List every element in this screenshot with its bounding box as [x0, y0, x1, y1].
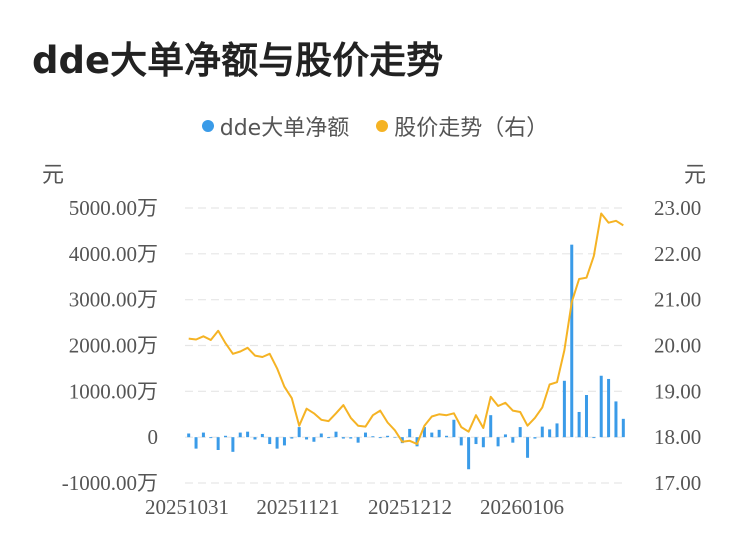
bar — [201, 432, 205, 438]
bar — [341, 437, 345, 439]
bar — [231, 437, 235, 452]
legend-dot-line — [376, 120, 389, 132]
bar — [621, 418, 625, 438]
bar — [518, 427, 522, 438]
y-tick-left: 2000.00万 — [69, 334, 158, 358]
bar — [290, 437, 294, 439]
bar — [570, 244, 574, 438]
y-tick-right: 23.00 — [654, 196, 701, 220]
bar — [275, 437, 279, 449]
bar — [430, 432, 434, 438]
bar — [253, 437, 257, 440]
bar — [592, 437, 596, 439]
legend-label-dde: dde大单净额 — [219, 116, 350, 141]
y-tick-right: 19.00 — [654, 379, 701, 403]
bar — [437, 429, 441, 438]
bar — [496, 437, 500, 447]
bar — [422, 427, 426, 438]
y-tick-left: 5000.00万 — [69, 196, 158, 220]
bar — [297, 427, 301, 438]
bar — [363, 432, 367, 438]
bar — [305, 437, 309, 440]
bar — [194, 437, 198, 449]
bar — [268, 437, 272, 445]
y-tick-right: 22.00 — [654, 242, 701, 266]
bar — [327, 437, 331, 439]
bar — [489, 415, 493, 438]
bar — [246, 431, 250, 438]
bar — [481, 437, 485, 448]
bar — [386, 435, 390, 438]
chart-title: dde大单净额与股价走势 — [32, 39, 444, 82]
legend: dde大单净额 股价走势（右） — [0, 110, 750, 142]
bar — [577, 411, 581, 438]
bar — [526, 437, 530, 458]
bar — [599, 375, 603, 438]
y-tick-left: -1000.00万 — [62, 471, 158, 495]
x-tick: 20251212 — [368, 495, 452, 519]
y-tick-left: 3000.00万 — [69, 288, 158, 312]
bar — [319, 433, 323, 438]
y-tick-right: 20.00 — [654, 334, 701, 358]
x-tick: 20251121 — [256, 495, 339, 519]
bar — [371, 436, 375, 438]
legend-item-price[interactable]: 股价走势（右） — [376, 110, 548, 142]
bar — [187, 433, 191, 438]
legend-dot-bar — [201, 120, 214, 132]
bar — [312, 437, 316, 442]
bar — [584, 395, 588, 438]
price-line — [188, 212, 624, 445]
bar — [459, 437, 463, 446]
right-axis-unit: 元 — [684, 163, 707, 188]
bar — [216, 437, 220, 450]
y-tick-right: 21.00 — [654, 288, 701, 312]
bar — [349, 437, 353, 439]
bar — [334, 431, 338, 438]
y-tick-left: 1000.00万 — [69, 379, 158, 403]
bar — [452, 419, 456, 438]
bar — [356, 437, 360, 443]
bar — [408, 428, 412, 438]
bar — [533, 437, 537, 439]
bar — [555, 423, 559, 438]
bar — [209, 437, 213, 439]
bar — [378, 437, 382, 439]
bar — [511, 437, 515, 443]
bar — [503, 434, 507, 438]
y-tick-left: 0 — [148, 425, 159, 449]
bar — [548, 429, 552, 438]
legend-item-dde[interactable]: dde大单净额 — [201, 110, 350, 142]
bar — [224, 435, 228, 438]
bar — [282, 437, 286, 446]
bar — [614, 401, 618, 438]
bar — [562, 380, 566, 438]
y-tick-right: 17.00 — [654, 471, 701, 495]
legend-label-price: 股价走势（右） — [394, 116, 549, 141]
bar — [393, 437, 397, 438]
y-tick-right: 18.00 — [654, 425, 701, 449]
bar — [260, 433, 264, 438]
bar — [607, 378, 611, 438]
bar — [474, 437, 478, 445]
y-tick-left: 4000.00万 — [69, 242, 158, 266]
x-tick: 20251031 — [145, 495, 229, 519]
left-axis-unit: 元 — [42, 163, 65, 188]
x-tick: 20260106 — [480, 495, 564, 519]
bar — [540, 426, 544, 438]
bar — [445, 435, 449, 438]
bar — [238, 432, 242, 438]
bar — [467, 437, 471, 470]
